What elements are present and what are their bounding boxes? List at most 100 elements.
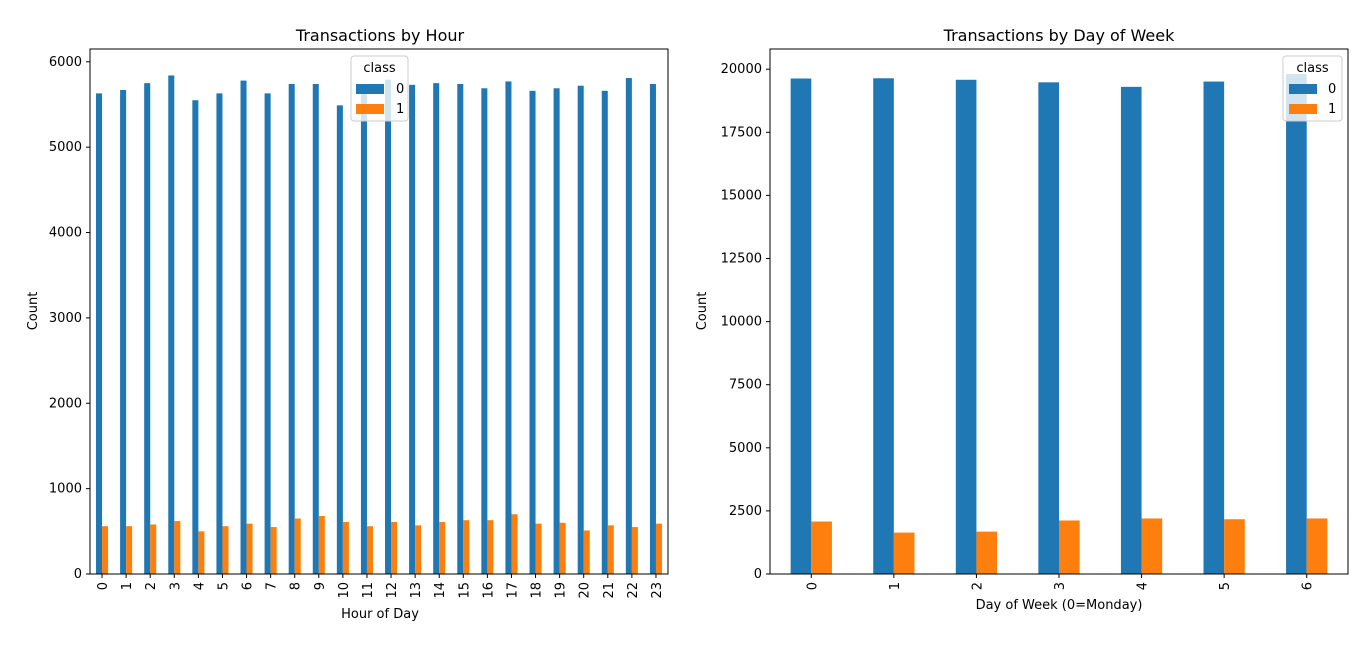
- bar-series-0-cat-22: [625, 78, 632, 575]
- x-axis-label: Hour of Day: [341, 607, 419, 622]
- legend-swatch-0: [1289, 84, 1317, 94]
- bar-series-0-cat-12: [385, 79, 392, 574]
- bar-series-1-cat-9: [318, 515, 325, 574]
- x-tick-label: 19: [554, 582, 569, 599]
- y-tick-label: 20000: [721, 62, 762, 77]
- y-tick-label: 5000: [49, 140, 82, 155]
- bar-series-0-cat-2: [955, 79, 977, 574]
- y-tick-label: 15000: [721, 188, 762, 203]
- chart-transactions-by-day-of-week: Transactions by Day of Week Day of Week …: [695, 26, 1349, 613]
- bar-series-0-cat-4: [1120, 86, 1142, 575]
- bar-series-0-cat-1: [120, 89, 127, 574]
- y-tick-label: 0: [754, 567, 762, 582]
- legend-swatch-0: [356, 84, 384, 94]
- bar-series-1-cat-0: [811, 521, 832, 574]
- x-tick-label: 2: [970, 582, 985, 590]
- bar-series-0-cat-11: [360, 84, 367, 574]
- x-tick-label: 0: [805, 582, 820, 590]
- bar-series-1-cat-2: [976, 531, 998, 574]
- bar-series-0-cat-2: [144, 83, 151, 575]
- bar-series-0-cat-15: [457, 84, 464, 574]
- legend: class 0 1: [350, 55, 409, 122]
- bar-series-1-cat-1: [893, 532, 915, 574]
- bar-series-1-cat-13: [415, 525, 422, 574]
- x-tick-label: 15: [457, 582, 472, 599]
- bar-series-0-cat-23: [649, 84, 656, 574]
- x-tick-label: 9: [313, 582, 328, 590]
- bar-series-1-cat-5: [222, 526, 229, 574]
- x-tick-label: 20: [578, 582, 593, 599]
- bar-series-0-cat-18: [529, 90, 536, 574]
- x-tick-label: 18: [530, 582, 545, 599]
- bar-series-1-cat-4: [198, 531, 205, 574]
- bar-series-0-cat-13: [409, 84, 416, 574]
- bar-series-0-cat-21: [601, 90, 608, 574]
- bar-series-0-cat-1: [873, 78, 894, 574]
- x-tick-label: 13: [409, 582, 424, 599]
- legend-label-1: 1: [396, 102, 404, 117]
- chart-title: Transactions by Day of Week: [943, 26, 1175, 45]
- bar-series-1-cat-2: [150, 524, 157, 574]
- bar-series-1-cat-22: [631, 527, 638, 574]
- y-tick-label: 6000: [49, 55, 82, 70]
- bar-series-1-cat-21: [607, 525, 614, 574]
- bar-series-0-cat-6: [1286, 73, 1307, 575]
- plot-frame: [89, 48, 669, 575]
- x-tick-label: 17: [505, 582, 520, 599]
- y-tick-label: 4000: [49, 226, 82, 241]
- bar-series-1-cat-16: [487, 520, 494, 574]
- legend: class 0 1: [1282, 55, 1343, 122]
- legend-label-0: 0: [1328, 82, 1336, 97]
- bar-series-1-cat-17: [511, 514, 518, 574]
- y-axis-label: Count: [26, 292, 41, 331]
- x-tick-label: 1: [888, 582, 903, 590]
- x-tick-label: 6: [241, 582, 256, 590]
- bar-series-0-cat-6: [240, 80, 247, 574]
- bar-series-1-cat-7: [270, 527, 277, 574]
- bar-series-0-cat-10: [336, 105, 343, 574]
- y-tick-label: 0: [74, 567, 82, 582]
- x-tick-label: 5: [1218, 582, 1233, 590]
- bar-series-0-cat-0: [96, 93, 103, 574]
- x-tick-label: 22: [626, 582, 641, 599]
- x-tick-label: 11: [361, 582, 376, 599]
- y-tick-label: 10000: [721, 315, 762, 330]
- legend-label-0: 0: [396, 82, 404, 97]
- legend-title: class: [363, 61, 395, 76]
- chart-title: Transactions by Hour: [295, 26, 465, 45]
- bar-series-0-cat-9: [312, 84, 319, 574]
- x-tick-label: 6: [1301, 582, 1316, 590]
- bar-series-1-cat-20: [583, 530, 590, 574]
- bar-series-1-cat-8: [294, 518, 301, 574]
- bar-series-0-cat-16: [481, 88, 488, 575]
- bar-series-1-cat-10: [342, 521, 349, 574]
- y-tick-label: 2000: [49, 396, 82, 411]
- x-tick-label: 12: [385, 582, 400, 599]
- chart-transactions-by-hour: Transactions by Hour Hour of Day Count 0…: [26, 26, 669, 622]
- y-tick-label: 1000: [49, 482, 82, 497]
- bar-series-1-cat-23: [655, 523, 662, 574]
- bar-series-0-cat-4: [192, 100, 199, 574]
- bar-series-1-cat-1: [126, 526, 133, 574]
- y-tick-label: 12500: [721, 251, 762, 266]
- ticks-group: 0 2500 5000 7500 10000 12500 15000 17500 20000 0 1…: [721, 62, 1316, 590]
- bar-series-0-cat-3: [168, 75, 175, 575]
- x-tick-label: 1: [120, 582, 135, 590]
- bar-series-1-cat-6: [1306, 518, 1328, 574]
- bar-series-1-cat-3: [174, 521, 181, 574]
- bar-series-1-cat-12: [391, 521, 398, 574]
- bars-group: [96, 75, 662, 575]
- x-tick-label: 8: [289, 582, 304, 590]
- bar-series-1-cat-18: [535, 523, 542, 574]
- x-tick-label: 16: [481, 582, 496, 599]
- bar-series-0-cat-7: [264, 93, 271, 574]
- y-tick-label: 3000: [49, 311, 82, 326]
- bar-series-0-cat-19: [553, 88, 560, 575]
- x-tick-label: 14: [433, 582, 448, 599]
- bar-series-1-cat-19: [559, 522, 566, 574]
- y-tick-label: 7500: [729, 378, 762, 393]
- y-tick-label: 17500: [721, 125, 762, 140]
- x-tick-label: 2: [144, 582, 159, 590]
- y-axis-label: Count: [695, 292, 710, 331]
- bar-series-1-cat-4: [1141, 518, 1163, 574]
